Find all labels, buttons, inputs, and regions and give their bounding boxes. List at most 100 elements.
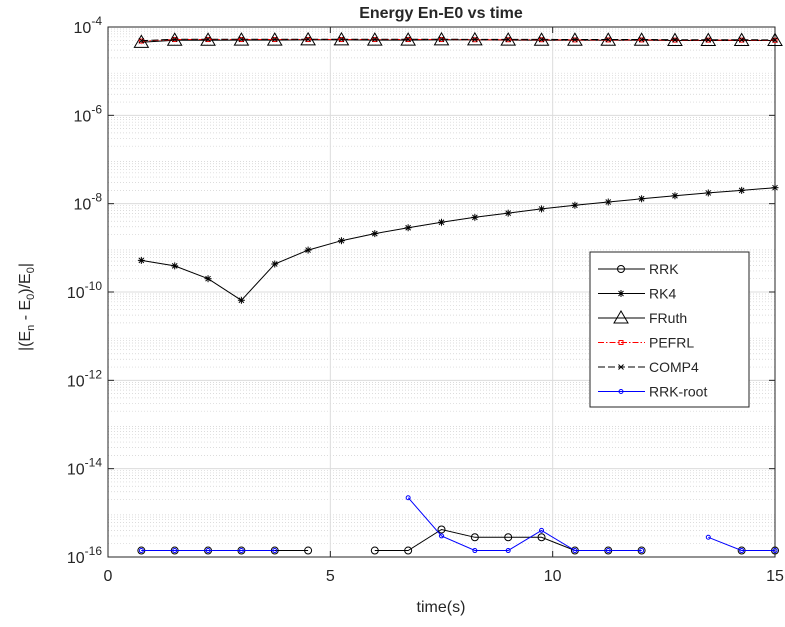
star-stroke [772,184,778,191]
dot-marker [272,548,278,554]
star-marker [171,262,179,270]
star-marker [204,275,212,283]
legend-label: RRK [649,261,679,277]
y-tick-label: 10-10 [67,279,102,302]
x-stroke [772,37,778,43]
legend-label: RRK-root [649,384,707,400]
x-marker [138,37,145,44]
star-marker [371,230,379,238]
x-stroke [538,36,545,43]
y-label-part: )/E [17,273,34,293]
y-tick-label: 10-4 [74,14,103,37]
x-stroke [338,36,345,43]
x-stroke [672,36,678,43]
x-marker [572,36,578,43]
x-stroke [405,36,412,43]
series-layer [133,31,783,555]
legend-label: PEFRL [649,335,694,351]
circle-marker [370,546,379,555]
circle-marker [304,546,313,555]
star-marker [771,184,779,192]
legend-box [589,251,750,408]
y-tick-label: 10-12 [67,367,102,390]
dot-marker [772,548,778,554]
star-marker [671,192,679,200]
x-stroke [238,36,245,43]
dot-marker [472,548,478,554]
x-marker [705,36,712,43]
triangle-marker [613,310,629,324]
legend-label: FRuth [649,310,687,326]
y-label-sub: 0 [25,267,37,273]
x-tick-label: 10 [544,568,562,585]
legend-item: PEFRL [598,335,694,351]
dot-marker [618,389,624,394]
dot-marker [505,548,511,554]
y-tick-label: 10-8 [74,191,103,214]
x-marker [371,36,378,43]
y-label-part: - E [17,300,34,325]
circle-marker [537,533,546,542]
legend: RRK RK4 FRuth PEFRL COMP4 RRK-root [589,251,750,408]
dot-marker [539,527,545,533]
series-line [708,536,775,551]
legend-label: RK4 [649,286,676,302]
dot-marker [705,534,711,540]
star-stroke [471,214,478,221]
x-marker [605,36,612,43]
x-stroke [205,36,211,43]
dot-marker [138,548,144,554]
star-marker [438,218,445,226]
x-stroke [605,36,612,43]
star-marker [404,224,412,232]
axis-ticks: 0 5 10 15 10-16 10-14 10-12 10-10 10-8 10-6 10-4 [67,14,784,585]
x-marker [618,364,624,370]
star-marker [504,209,512,217]
x-marker [672,36,678,43]
star-stroke [705,190,712,196]
star-stroke [505,210,512,217]
series-rk4 [137,184,779,304]
legend-item: COMP4 [598,359,699,375]
legend-label: COMP4 [649,359,699,375]
star-stroke [438,219,445,226]
star-stroke [738,187,745,194]
x-marker [772,37,778,43]
dot-marker [172,548,178,554]
x-stroke [438,36,445,43]
x-stroke [705,36,712,43]
x-marker [638,36,645,43]
circle-marker [504,533,513,542]
series-line [141,187,776,301]
dot-marker [205,548,211,554]
star-stroke [338,237,345,244]
y-tick-label: 10-16 [67,544,102,567]
x-tick-label: 0 [104,568,113,585]
dot-marker [439,533,444,539]
x-marker [205,36,211,43]
x-tick-label: 15 [766,568,784,585]
legend-item: RK4 [598,286,676,302]
x-stroke [638,36,645,43]
series-rrk-root [138,495,778,554]
x-stroke [505,36,512,43]
circle-marker [404,546,413,555]
y-tick-label: 10-6 [74,102,103,125]
y-label-part: | [17,263,34,267]
x-stroke [471,36,478,43]
star-stroke [238,297,245,304]
star-marker [237,296,245,304]
circle-marker [470,533,479,542]
x-stroke [618,364,624,370]
y-tick-label: 10-14 [67,456,102,479]
star-marker [337,237,345,245]
star-marker [638,195,646,203]
x-marker [738,36,745,43]
legend-item: RRK-root [598,384,707,400]
x-stroke [271,36,278,43]
chart-title: Energy En-E0 vs time [359,5,523,22]
x-tick-label: 5 [326,568,335,585]
dot-marker [572,548,578,554]
star-marker [538,205,546,213]
x-stroke [138,37,145,44]
